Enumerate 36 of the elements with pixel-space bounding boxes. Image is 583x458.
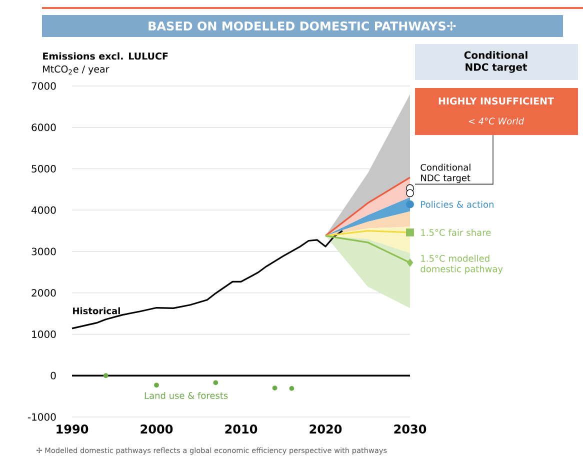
y-tick-label: 2000	[32, 289, 56, 297]
y-tick-label: -1000	[28, 413, 56, 421]
series-label: 1.5°C fair share	[421, 228, 491, 236]
y-tick-label: 0	[50, 372, 56, 380]
y-tick-label: 1000	[32, 330, 56, 338]
y-tick-label: 4000	[32, 206, 56, 214]
series-label: 1.5°C modelled domestic pathway	[420, 254, 503, 274]
point	[406, 228, 414, 236]
point	[103, 373, 108, 378]
point	[406, 258, 414, 267]
y-tick-label: 7000	[32, 82, 56, 90]
series-label: Policies & action	[421, 200, 494, 208]
text: Conditional NDC target	[464, 51, 528, 73]
y-axis-title: Emissions excl. LULUCF	[43, 52, 168, 60]
x-tick-label: 1990	[56, 424, 88, 434]
x-tick-label: 2000	[140, 424, 173, 434]
text: < 4°C World	[468, 118, 524, 124]
series-label: Historical	[73, 307, 120, 314]
series-label: Conditional NDC target	[420, 164, 470, 183]
point	[272, 386, 278, 390]
x-tick-label: 2030	[394, 424, 426, 434]
series-label: Land use & forests	[144, 392, 228, 399]
y-tick-label: 6000	[32, 124, 56, 132]
point	[154, 382, 159, 388]
text: MtCO$_{2}$e / year	[43, 65, 110, 75]
y-tick-label: 5000	[32, 164, 56, 173]
point	[406, 200, 414, 208]
line-series	[71, 230, 344, 330]
chart-title: BASED ON MODELLED DOMESTIC PATHWAYS✢	[148, 21, 456, 31]
point	[289, 386, 294, 391]
point	[213, 380, 218, 386]
y-tick-label: 3000	[32, 248, 56, 256]
x-tick-label: 2020	[310, 424, 342, 434]
point	[406, 189, 414, 198]
x-tick-label: 2010	[225, 424, 258, 434]
text: HIGHLY INSUFFICIENT	[438, 97, 554, 105]
